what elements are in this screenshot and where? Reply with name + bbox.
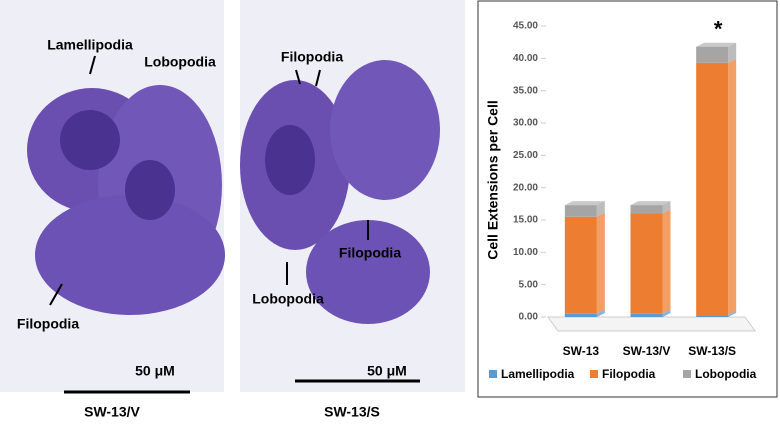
y-tick-label: 0.00	[519, 312, 539, 323]
bar-side	[728, 42, 737, 63]
bar-side	[728, 58, 737, 316]
y-tick-label: 20.00	[513, 182, 538, 193]
y-tick-label: 15.00	[513, 215, 538, 226]
arrow	[295, 69, 301, 85]
bar-top	[630, 201, 671, 206]
bar-segment	[696, 315, 729, 317]
x-tick-label: SW-13/V	[623, 344, 671, 358]
annotation: Filopodia	[17, 316, 79, 332]
annotation: Filopodia	[339, 245, 401, 261]
y-tick-label: 35.00	[513, 85, 538, 96]
bar-side	[596, 201, 605, 217]
legend-label: Lobopodia	[695, 367, 757, 381]
bar-side	[728, 311, 737, 317]
scale-label: 50 μM	[135, 363, 175, 379]
arrow	[89, 55, 96, 75]
scale-label: 50 μM	[367, 363, 407, 379]
annotation: Filopodia	[281, 49, 343, 65]
bar-segment	[696, 46, 729, 63]
bar-top	[564, 201, 605, 206]
y-tick-label: 45.00	[513, 21, 538, 32]
bar-side	[662, 209, 671, 314]
bar-segment	[630, 313, 663, 317]
annotation: Lobopodia	[144, 54, 216, 70]
y-tick-label: 40.00	[513, 53, 538, 64]
annotation: *	[714, 17, 723, 42]
bar-segment	[564, 216, 597, 314]
annotation: Lobopodia	[252, 291, 324, 307]
micrograph	[0, 0, 225, 394]
caption: SW-13/V	[84, 404, 140, 420]
bar-side	[662, 201, 671, 214]
legend-label: Lamellipodia	[501, 367, 575, 381]
y-tick-label: 5.00	[519, 279, 539, 290]
y-tick-label: 30.00	[513, 118, 538, 129]
floor	[547, 316, 756, 332]
bar-top	[696, 42, 737, 47]
legend-swatch	[590, 370, 598, 378]
bar-side	[662, 309, 671, 317]
y-tick-label: 10.00	[513, 247, 538, 258]
caption: SW-13/S	[324, 404, 380, 420]
bar-side	[596, 309, 605, 317]
arrow	[49, 283, 63, 306]
bar-segment	[696, 62, 729, 316]
y-axis-title: Cell Extensions per Cell	[485, 100, 501, 260]
arrow	[315, 69, 321, 87]
x-tick-label: SW-13/S	[688, 344, 736, 358]
legend-swatch	[683, 370, 691, 378]
x-tick-label: SW-13	[563, 344, 600, 358]
legend-swatch	[489, 370, 497, 378]
bar-segment	[564, 313, 597, 317]
bar-segment	[630, 213, 663, 314]
bar-side	[596, 212, 605, 314]
legend-label: Filopodia	[602, 367, 656, 381]
micrograph	[240, 0, 465, 392]
bar-segment	[630, 205, 663, 214]
annotation: Lamellipodia	[47, 37, 133, 53]
bar-segment	[564, 205, 597, 217]
y-tick-label: 25.00	[513, 150, 538, 161]
